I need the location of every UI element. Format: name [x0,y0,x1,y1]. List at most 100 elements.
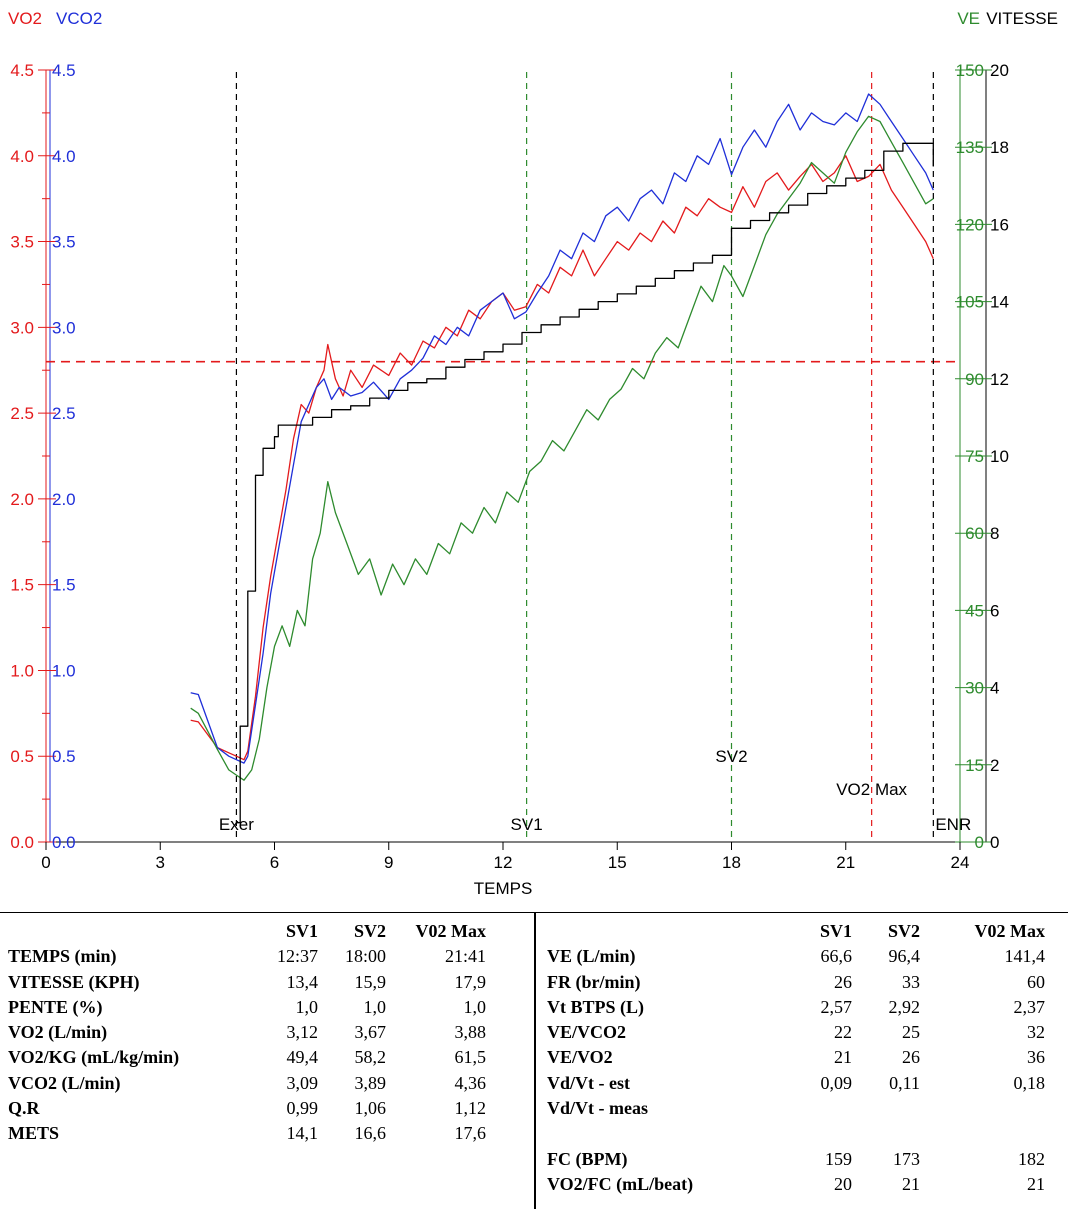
series-line-vo2 [190,155,934,761]
legend-vo2: VO2 [8,9,42,28]
table-row [547,1121,1045,1146]
vco2-tick-label: 0.5 [52,747,76,766]
row-value: 1,0 [463,996,487,1017]
row-value: 3,88 [454,1022,487,1043]
vco2-tick-label: 3.5 [52,233,76,252]
row-value: 159 [825,1148,852,1169]
vo2-tick-label: 4.5 [10,61,34,80]
x-axis-label: TEMPS [474,879,533,898]
row-value: 0,18 [1013,1072,1046,1093]
legend-vco2: VCO2 [56,9,102,28]
header-vo2max: V02 Max [415,921,487,941]
ve-tick-label: 90 [965,370,984,389]
vo2-tick-label: 3.5 [10,233,34,252]
ve-tick-label: 135 [956,138,984,157]
row-value: 3,67 [354,1022,387,1043]
row-value: 36 [1027,1047,1045,1068]
series-line-vco2 [190,93,934,764]
row-value [852,1121,920,1146]
table-header-row: SV1 SV2 V02 Max [547,919,1045,944]
row-value: 96,4 [888,946,921,967]
row-value: 141,4 [1004,946,1046,967]
row-value: 20 [834,1173,852,1194]
marker-label: SV2 [715,747,747,766]
marker-label: VO2 Max [836,780,907,799]
row-value: 66,6 [820,946,853,967]
x-tick-label: 24 [951,853,970,872]
x-tick-label: 18 [722,853,741,872]
x-tick-label: 3 [156,853,165,872]
row-value: 0,09 [820,1072,853,1093]
event-markers: Exer SV1 SV2 VO2 Max ENR [219,72,971,842]
row-label: METS [8,1123,60,1144]
row-label: TEMPS (min) [8,946,117,967]
row-value: 61,5 [454,1047,487,1068]
row-value: 2,57 [820,996,853,1017]
legend-vitesse: VITESSE [986,9,1058,28]
row-label: VE (L/min) [547,946,636,967]
table-header-row: SV1 SV2 V02 Max [8,919,486,944]
vco2-tick-label: 4.5 [52,61,76,80]
row-label: FC (BPM) [547,1148,628,1169]
vitesse-tick-label: 16 [990,215,1009,234]
row-value: 21:41 [444,946,486,967]
row-value: 17,9 [454,971,487,992]
table-row: VO2/KG (mL/kg/min) 49,4 58,2 61,5 [8,1045,486,1070]
row-value: 14,1 [286,1123,319,1144]
row-value: 18:00 [344,946,386,967]
row-value: 22 [834,1022,852,1043]
row-value: 15,9 [354,971,387,992]
table-row: VO2 (L/min) 3,12 3,67 3,88 [8,1020,486,1045]
cardiopulmonary-chart: VO2 VCO2 VE VITESSE 0.0 0.0 0.5 0.5 1.0 1.0 1.5 1.… [8,9,1058,898]
row-value: 3,12 [286,1022,319,1043]
row-value [920,1121,1045,1146]
row-value: 13,4 [286,971,319,992]
row-label: VE/VCO2 [547,1022,627,1043]
vo2-tick-label: 1.0 [10,661,34,680]
table-row: VE/VO2 21 26 36 [547,1045,1045,1070]
ve-tick-label: 105 [956,293,984,312]
table-row: TEMPS (min) 12:37 18:00 21:41 [8,944,486,969]
row-value: 60 [1027,971,1045,992]
row-value: 2,92 [888,996,921,1017]
vitesse-tick-label: 20 [990,61,1009,80]
row-value: 0,11 [889,1072,920,1093]
series-line-ve [190,115,934,781]
chart-series [190,93,934,824]
row-value: 16,6 [354,1123,387,1144]
row-value: 2,37 [1013,996,1046,1017]
vco2-tick-label: 2.0 [52,490,76,509]
row-value: 49,4 [286,1047,319,1068]
header-sv1: SV1 [285,921,318,941]
row-value [772,1096,852,1121]
row-label: Q.R [8,1098,40,1119]
row-value: 26 [902,1047,920,1068]
row-value: 182 [1018,1148,1045,1169]
table-row: FC (BPM) 159 173 182 [547,1147,1045,1172]
vco2-tick-label: 1.5 [52,576,76,595]
row-value: 1,12 [454,1098,487,1119]
row-label: VO2/FC (mL/beat) [547,1173,694,1194]
row-label: VCO2 (L/min) [8,1072,121,1093]
row-label: PENTE (%) [8,996,103,1017]
x-tick-label: 9 [384,853,393,872]
ve-tick-label: 75 [965,447,984,466]
row-label: FR (br/min) [547,971,641,992]
x-tick-label: 21 [836,853,855,872]
vitesse-tick-label: 8 [990,524,999,543]
vitesse-tick-label: 12 [990,370,1009,389]
row-label: VO2 (L/min) [8,1022,108,1043]
vco2-tick-label: 2.5 [52,404,76,423]
marker-label: SV1 [511,815,543,834]
header-vo2max: V02 Max [974,921,1046,941]
table-row: Vd/Vt - meas [547,1096,1045,1121]
vitesse-tick-label: 0 [990,833,999,852]
row-value: 0,99 [286,1098,319,1119]
table-row: VE (L/min) 66,6 96,4 141,4 [547,944,1045,969]
row-value: 1,0 [295,996,319,1017]
vco2-tick-label: 0.0 [52,833,76,852]
vo2-tick-label: 1.5 [10,576,34,595]
vo2-tick-label: 4.0 [10,147,34,166]
chart-legend: VO2 VCO2 VE VITESSE [8,9,1058,28]
chart-axes: 0.0 0.0 0.5 0.5 1.0 1.0 1.5 1.5 2.0 2.0 2.5 2.5 3.0 3… [10,61,1009,898]
